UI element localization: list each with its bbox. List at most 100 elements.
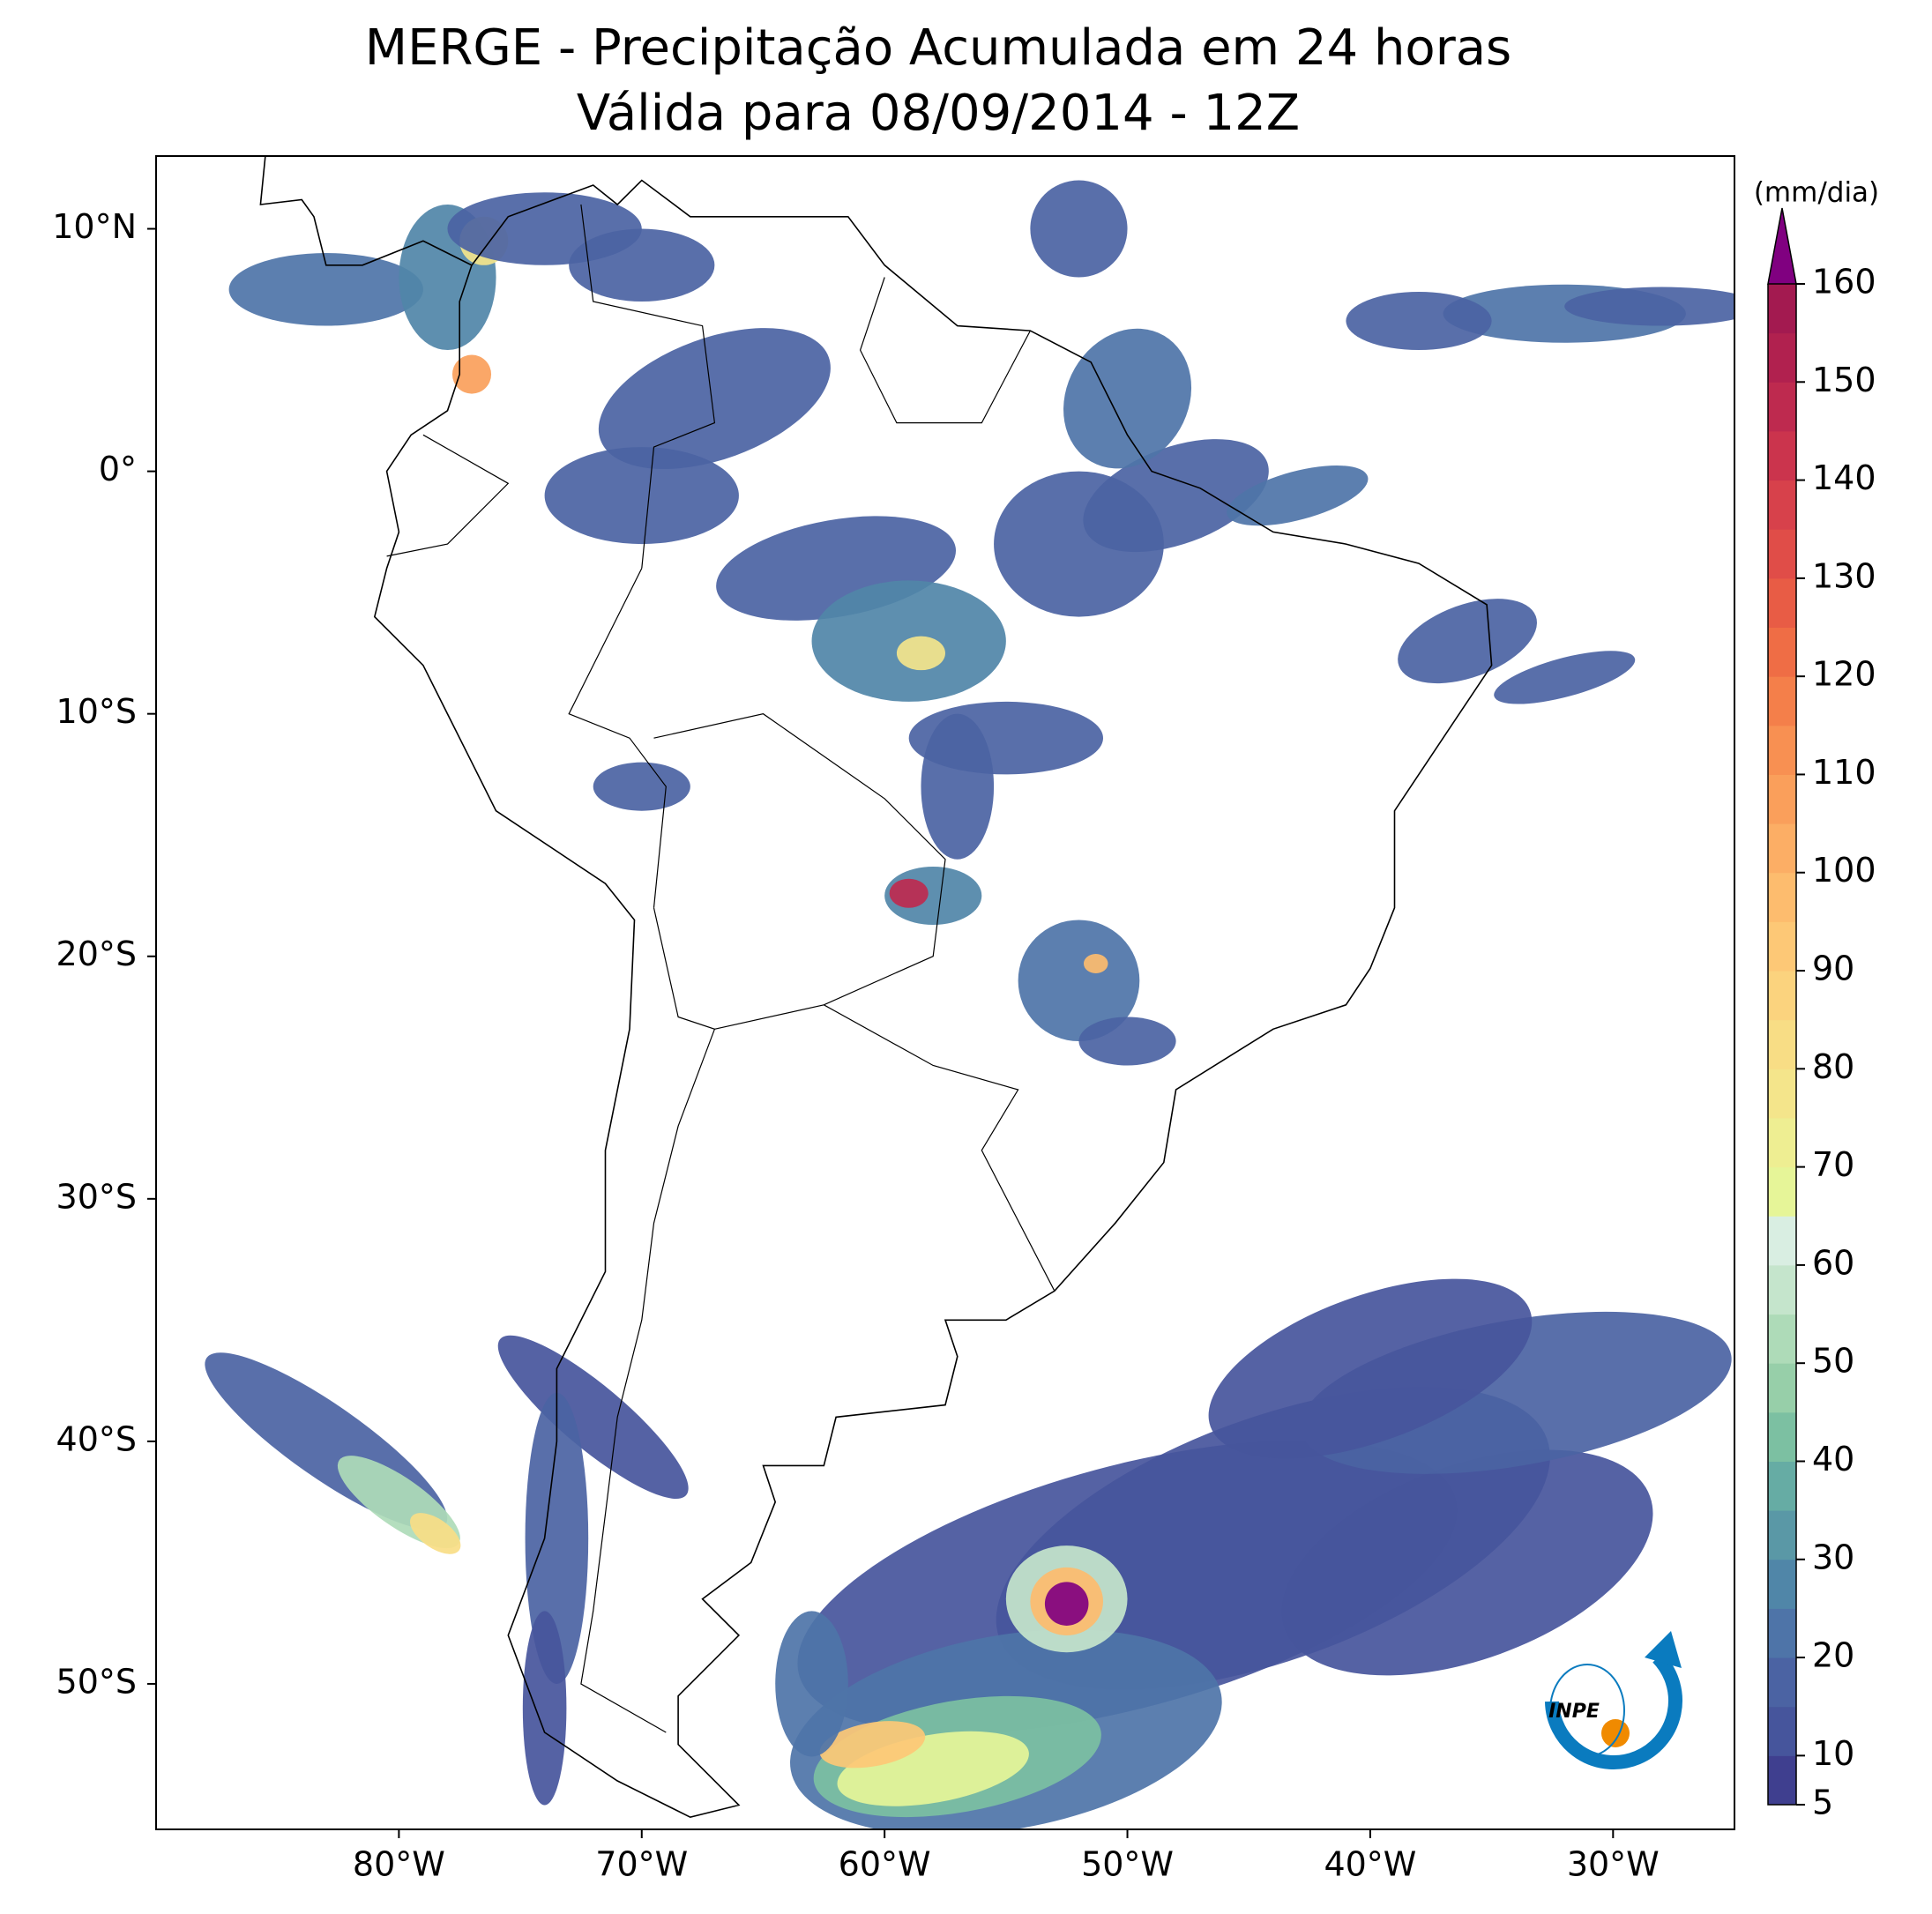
- colorbar-segment: [1768, 284, 1796, 334]
- colorbar-segment: [1768, 1117, 1796, 1168]
- colorbar-segment: [1768, 823, 1796, 874]
- precip-area: [1227, 465, 1369, 526]
- colorbar-segment: [1768, 872, 1796, 922]
- precip-area: [497, 1335, 689, 1500]
- country-border: [859, 277, 1031, 424]
- colorbar-tick-label: 120: [1812, 655, 1876, 694]
- precip-area: [819, 1721, 926, 1769]
- logo-orbit: [1549, 1664, 1625, 1757]
- logo-arrow: [1645, 1631, 1682, 1668]
- colorbar-segment: [1768, 1069, 1796, 1119]
- logo-text: INPE: [1548, 1701, 1600, 1723]
- x-tick-label: 60°W: [839, 1845, 931, 1884]
- precip-area: [775, 1611, 848, 1757]
- precip-area: [1398, 599, 1537, 684]
- country-border: [568, 568, 667, 908]
- colorbar-tick-label: 140: [1812, 458, 1876, 497]
- precip-area: [544, 447, 739, 545]
- y-tick-label: 10°S: [56, 692, 137, 731]
- x-tick-label: 40°W: [1324, 1845, 1416, 1884]
- precip-area: [1208, 1278, 1533, 1459]
- precip-area: [1346, 292, 1492, 351]
- precip-area: [1044, 1582, 1089, 1626]
- colorbar-segment: [1768, 627, 1796, 677]
- colorbar-segment: [1768, 430, 1796, 481]
- colorbar-tick-label: 20: [1812, 1636, 1854, 1675]
- precip-area: [1083, 439, 1269, 553]
- map-frame: [155, 155, 1735, 1830]
- country-border: [580, 907, 716, 1733]
- precip-area: [896, 636, 945, 671]
- country-border: [824, 1004, 1056, 1292]
- colorbar-segment: [1768, 676, 1796, 726]
- country-border: [386, 434, 510, 557]
- precip-area: [1281, 1449, 1653, 1676]
- colorbar-segment: [1768, 1019, 1796, 1069]
- colorbar-segment: [1768, 1559, 1796, 1609]
- precip-area: [410, 1513, 461, 1554]
- colorbar-tick-label: 40: [1812, 1440, 1854, 1478]
- coastline: [258, 156, 1493, 1819]
- precip-area: [889, 878, 929, 908]
- precip-area: [1078, 1017, 1176, 1066]
- colorbar-segment: [1768, 1411, 1796, 1462]
- colorbar-segment: [1768, 382, 1796, 432]
- colorbar-segment: [1768, 332, 1796, 383]
- colorbar-segment: [1768, 971, 1796, 1021]
- colorbar-tick-label: 160: [1812, 263, 1876, 302]
- colorbar-tick-label: 110: [1812, 753, 1876, 792]
- precip-area: [228, 253, 423, 326]
- colorbar-tick-label: 5: [1812, 1784, 1833, 1822]
- colorbar-tick-label: 130: [1812, 556, 1876, 595]
- colorbar-tick-label: 150: [1812, 361, 1876, 399]
- precip-area: [522, 1611, 567, 1806]
- x-tick-label: 70°W: [595, 1845, 688, 1884]
- colorbar-tick-label: 30: [1812, 1538, 1854, 1576]
- colorbar-segment: [1768, 1314, 1796, 1364]
- colorbar-segment: [1768, 1657, 1796, 1708]
- logo-arc: [1545, 1652, 1682, 1769]
- colorbar-segment: [1768, 1755, 1796, 1806]
- logo: INPE: [1545, 1631, 1682, 1769]
- precip-area: [921, 713, 995, 860]
- precip-area: [1018, 920, 1140, 1042]
- colorbar-segment: [1768, 725, 1796, 775]
- y-tick-label: 50°S: [56, 1662, 137, 1701]
- precip-area: [1083, 953, 1108, 973]
- precip-area: [1564, 287, 1734, 326]
- colorbar-segment: [1768, 577, 1796, 629]
- colorbar-segment: [1768, 1510, 1796, 1560]
- precip-area: [1494, 651, 1636, 704]
- colorbar-segment: [1768, 1706, 1796, 1756]
- colorbar-tick-label: 100: [1812, 851, 1876, 890]
- colorbar-tick-label: 50: [1812, 1342, 1854, 1381]
- colorbar-extend: [1767, 207, 1797, 285]
- colorbar-label: (mm/dia): [1754, 177, 1879, 209]
- colorbar-segment: [1768, 1461, 1796, 1511]
- map-area: [156, 156, 1734, 1829]
- colorbar-tick-label: 80: [1812, 1047, 1854, 1086]
- y-tick-label: 20°S: [56, 935, 137, 973]
- colorbar-tick-label: 10: [1812, 1734, 1854, 1773]
- y-tick-label: 0°: [99, 450, 137, 488]
- colorbar-segment: [1768, 529, 1796, 579]
- precip-area: [1030, 180, 1128, 278]
- logo-dot: [1601, 1719, 1630, 1747]
- x-tick-label: 80°W: [353, 1845, 445, 1884]
- precip-area: [1063, 328, 1192, 469]
- precip-area: [593, 762, 690, 811]
- x-tick-label: 50°W: [1081, 1845, 1174, 1884]
- colorbar-segment: [1768, 1264, 1796, 1315]
- chart-subtitle: Válida para 08/09/2014 - 12Z: [577, 85, 1300, 142]
- colorbar-segment: [1768, 1608, 1796, 1658]
- colorbar-segment: [1768, 1166, 1796, 1217]
- precip-area: [451, 354, 492, 394]
- precip-area: [525, 1392, 589, 1684]
- colorbar-frame: [1767, 284, 1797, 1806]
- y-tick-label: 40°S: [56, 1419, 137, 1458]
- chart-title: MERGE - Precipitação Acumulada em 24 hor…: [365, 19, 1511, 77]
- precip-area: [598, 328, 831, 470]
- colorbar-segment: [1768, 1216, 1796, 1266]
- colorbar-tick-label: 60: [1812, 1243, 1854, 1282]
